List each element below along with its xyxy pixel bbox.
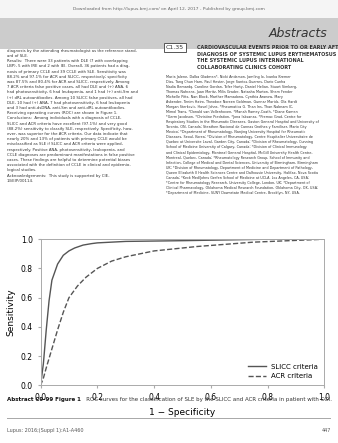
ACR criteria: [152, 248, 156, 253]
Line: ACR criteria: ACR criteria: [41, 239, 324, 385]
SLICC criteria: [95, 240, 99, 245]
SLICC criteria: [50, 277, 54, 283]
ACR criteria: [67, 295, 71, 300]
SLICC criteria: [124, 239, 128, 244]
ACR criteria: [110, 259, 114, 264]
ACR criteria: [322, 237, 327, 242]
SLICC criteria: [67, 248, 71, 253]
ACR criteria: [44, 365, 48, 370]
Text: C1.35: C1.35: [166, 45, 184, 50]
X-axis label: 1 − Specificity: 1 − Specificity: [149, 408, 216, 416]
SLICC criteria: [39, 383, 43, 388]
ACR criteria: [251, 240, 256, 245]
ACR criteria: [84, 275, 88, 280]
ACR criteria: [195, 244, 199, 249]
ACR criteria: [75, 284, 79, 289]
ACR criteria: [61, 310, 65, 315]
ACR criteria: [95, 266, 99, 271]
Text: ROC curves for the classification of SLE by the SLICC and ACR criteria in patien: ROC curves for the classification of SLE…: [81, 397, 332, 402]
Text: Lupus: 2016;(Suppl 1):A1-A460: Lupus: 2016;(Suppl 1):A1-A460: [7, 428, 83, 433]
SLICC criteria: [47, 298, 51, 303]
ACR criteria: [124, 254, 128, 260]
Text: Downloaded from http://lupus.bmj.com/ on April 12, 2017 - Published by group.bmj: Downloaded from http://lupus.bmj.com/ on…: [73, 7, 265, 11]
SLICC criteria: [322, 237, 327, 242]
ACR criteria: [55, 327, 59, 333]
ACR criteria: [39, 383, 43, 388]
SLICC criteria: [73, 245, 77, 251]
SLICC criteria: [61, 253, 65, 258]
Text: Maria Jalene, Dalba Gladmen*, Nicki Anderson, Jamling Io, Ivanka Kremer
Diss, Ta: Maria Jalene, Dalba Gladmen*, Nicki Ande…: [166, 75, 318, 195]
SLICC criteria: [90, 241, 94, 246]
Text: diagnosis by the attending rheumatologist as the reference stand-
ard of SLE.
Re: diagnosis by the attending rheumatologis…: [7, 49, 138, 183]
Y-axis label: Sensitivity: Sensitivity: [6, 288, 15, 336]
SLICC criteria: [180, 238, 185, 243]
ACR criteria: [41, 376, 45, 381]
Text: Abstracts: Abstracts: [269, 27, 328, 40]
SLICC criteria: [81, 242, 85, 248]
Text: CARDIOVASCULAR EVENTS PRIOR TO OR EARLY AFTER
DIAGNOSIS OF SYSTEMIC LUPUS ERYTHE: CARDIOVASCULAR EVENTS PRIOR TO OR EARLY …: [197, 45, 338, 70]
Text: Abstract C9-99 Figure 1: Abstract C9-99 Figure 1: [7, 397, 81, 402]
ACR criteria: [50, 346, 54, 352]
Text: 447: 447: [322, 428, 331, 433]
SLICC criteria: [55, 261, 59, 267]
SLICC criteria: [41, 361, 45, 366]
Legend: SLICC criteria, ACR criteria: SLICC criteria, ACR criteria: [246, 361, 321, 382]
SLICC criteria: [44, 327, 48, 333]
Line: SLICC criteria: SLICC criteria: [41, 239, 324, 385]
SLICC criteria: [266, 237, 270, 242]
